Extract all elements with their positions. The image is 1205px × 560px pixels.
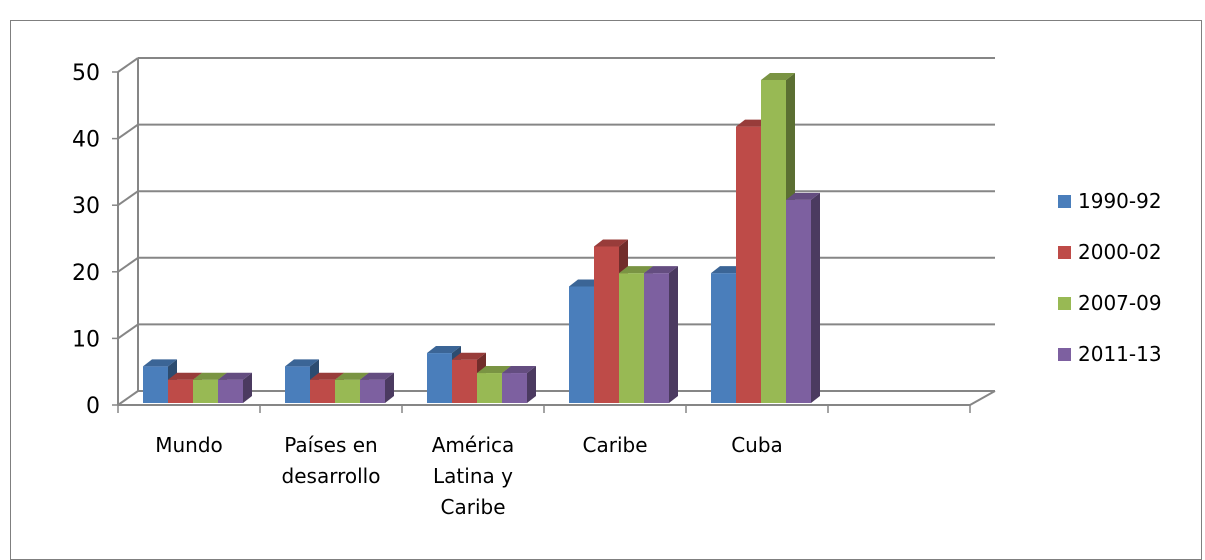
gridline-side-20 (117, 256, 139, 273)
bar-side-2011-13-1 (385, 372, 394, 403)
bar-top-2007-09-1 (335, 372, 369, 380)
gridline-side-0 (117, 390, 139, 406)
bar-2011-13-3 (644, 273, 669, 403)
bar-2007-09-1 (335, 379, 360, 403)
bar-2007-09-3 (619, 273, 644, 403)
bar-top-2011-13-0 (218, 372, 252, 380)
gridline-side-40 (117, 123, 139, 140)
bar-2000-02-4 (736, 126, 761, 404)
bar-2000-02-2 (452, 359, 477, 403)
bar-side-2011-13-0 (243, 372, 252, 403)
y-tick-label: 10 (72, 327, 100, 352)
x-tick-label: Países en (284, 433, 377, 457)
x-tick-label: Caribe (441, 495, 506, 519)
legend-swatch-2007-09 (1058, 297, 1071, 310)
bar-1990-92-4 (711, 273, 736, 403)
legend-label: 2007-09 (1078, 291, 1162, 315)
bar-2007-09-4 (761, 80, 786, 403)
bar-top-2011-13-3 (644, 266, 678, 274)
bar-1990-92-0 (143, 366, 168, 403)
y-tick-label: 40 (72, 128, 100, 153)
bar-1990-92-1 (285, 366, 310, 403)
x-tick-label: Latina y (433, 464, 513, 488)
bar-2011-13-1 (360, 379, 385, 403)
y-tick-label: 50 (72, 61, 100, 86)
bar-top-2007-09-0 (193, 372, 227, 380)
x-tick-label: América (432, 433, 515, 457)
bar-top-2000-02-2 (452, 352, 486, 360)
bar-top-2011-13-4 (786, 192, 820, 200)
gridline-side-50 (117, 57, 139, 73)
bar-2011-13-2 (502, 373, 527, 403)
bar-chart: 0 10 20 30 40 50 Mundo Países en desarrollo Améri… (72, 57, 1162, 519)
bar-top-2000-02-1 (310, 372, 344, 380)
bar-top-2011-13-2 (502, 366, 536, 374)
bar-2000-02-1 (310, 379, 335, 403)
bar-top-2007-09-3 (619, 266, 653, 274)
x-tick-label: Caribe (583, 433, 648, 457)
y-tick-label: 20 (72, 261, 100, 286)
y-tick-label: 30 (72, 194, 100, 219)
bar-2007-09-0 (193, 379, 218, 403)
bar-side-2011-13-4 (811, 192, 820, 403)
bar-side-2011-13-2 (527, 366, 536, 403)
bar-top-1990-92-2 (427, 346, 461, 354)
floor-right-edge (969, 390, 996, 406)
bar-2000-02-3 (594, 246, 619, 403)
bar-1990-92-3 (569, 286, 594, 403)
gridline-side-30 (117, 190, 139, 207)
bar-side-2011-13-3 (669, 266, 678, 403)
bar-top-2000-02-0 (168, 372, 202, 380)
bar-1990-92-2 (427, 353, 452, 403)
legend-swatch-2000-02 (1058, 246, 1071, 259)
bar-2011-13-0 (218, 379, 243, 403)
gridline-side-10 (117, 323, 139, 340)
legend-label: 1990-92 (1078, 189, 1162, 213)
bar-top-1990-92-0 (143, 359, 177, 367)
legend-swatch-2011-13 (1058, 348, 1071, 361)
legend-label: 2000-02 (1078, 240, 1162, 264)
bar-2011-13-4 (786, 199, 811, 403)
bar-2000-02-0 (168, 379, 193, 403)
x-tick-label: desarrollo (282, 464, 381, 488)
bar-top-1990-92-1 (285, 359, 319, 367)
bar-2007-09-2 (477, 373, 502, 403)
x-tick-label: Cuba (731, 433, 783, 457)
bar-top-2007-09-4 (761, 73, 795, 80)
bar-top-2007-09-2 (477, 366, 511, 374)
legend-label: 2011-13 (1078, 342, 1162, 366)
bar-top-2011-13-1 (360, 372, 394, 380)
legend-swatch-1990-92 (1058, 195, 1071, 208)
y-tick-label: 0 (86, 394, 100, 419)
bar-top-2000-02-3 (594, 239, 628, 247)
x-tick-label: Mundo (155, 433, 223, 457)
